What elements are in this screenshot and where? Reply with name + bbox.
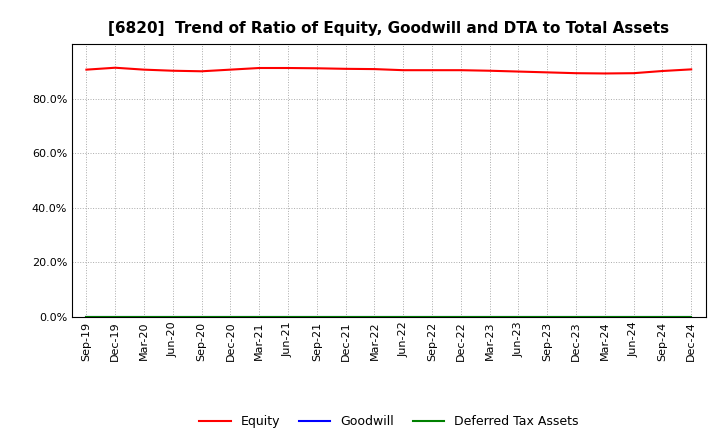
Equity bbox=[111, 65, 120, 70]
Equity bbox=[255, 66, 264, 71]
Goodwill bbox=[399, 314, 408, 319]
Equity bbox=[514, 69, 523, 74]
Equity bbox=[399, 68, 408, 73]
Equity bbox=[312, 66, 321, 71]
Goodwill bbox=[514, 314, 523, 319]
Equity bbox=[140, 67, 148, 72]
Goodwill bbox=[341, 314, 350, 319]
Deferred Tax Assets bbox=[658, 314, 667, 319]
Deferred Tax Assets bbox=[140, 314, 148, 319]
Goodwill bbox=[370, 314, 379, 319]
Goodwill bbox=[456, 314, 465, 319]
Deferred Tax Assets bbox=[572, 314, 580, 319]
Equity bbox=[629, 70, 638, 76]
Equity bbox=[168, 68, 177, 73]
Deferred Tax Assets bbox=[514, 314, 523, 319]
Deferred Tax Assets bbox=[629, 314, 638, 319]
Deferred Tax Assets bbox=[111, 314, 120, 319]
Deferred Tax Assets bbox=[168, 314, 177, 319]
Equity bbox=[226, 67, 235, 72]
Equity bbox=[456, 68, 465, 73]
Goodwill bbox=[485, 314, 494, 319]
Deferred Tax Assets bbox=[197, 314, 206, 319]
Deferred Tax Assets bbox=[485, 314, 494, 319]
Goodwill bbox=[428, 314, 436, 319]
Goodwill bbox=[572, 314, 580, 319]
Line: Equity: Equity bbox=[86, 68, 691, 73]
Goodwill bbox=[284, 314, 292, 319]
Equity bbox=[197, 69, 206, 74]
Deferred Tax Assets bbox=[312, 314, 321, 319]
Goodwill bbox=[111, 314, 120, 319]
Deferred Tax Assets bbox=[428, 314, 436, 319]
Goodwill bbox=[168, 314, 177, 319]
Goodwill bbox=[255, 314, 264, 319]
Deferred Tax Assets bbox=[341, 314, 350, 319]
Deferred Tax Assets bbox=[255, 314, 264, 319]
Legend: Equity, Goodwill, Deferred Tax Assets: Equity, Goodwill, Deferred Tax Assets bbox=[194, 411, 583, 433]
Goodwill bbox=[658, 314, 667, 319]
Goodwill bbox=[140, 314, 148, 319]
Goodwill bbox=[543, 314, 552, 319]
Goodwill bbox=[226, 314, 235, 319]
Deferred Tax Assets bbox=[600, 314, 609, 319]
Deferred Tax Assets bbox=[456, 314, 465, 319]
Title: [6820]  Trend of Ratio of Equity, Goodwill and DTA to Total Assets: [6820] Trend of Ratio of Equity, Goodwil… bbox=[108, 21, 670, 36]
Deferred Tax Assets bbox=[82, 314, 91, 319]
Deferred Tax Assets bbox=[399, 314, 408, 319]
Goodwill bbox=[82, 314, 91, 319]
Goodwill bbox=[629, 314, 638, 319]
Deferred Tax Assets bbox=[687, 314, 696, 319]
Deferred Tax Assets bbox=[226, 314, 235, 319]
Equity bbox=[284, 66, 292, 71]
Equity bbox=[370, 66, 379, 72]
Goodwill bbox=[312, 314, 321, 319]
Equity bbox=[572, 70, 580, 76]
Goodwill bbox=[197, 314, 206, 319]
Equity bbox=[600, 71, 609, 76]
Equity bbox=[341, 66, 350, 71]
Goodwill bbox=[687, 314, 696, 319]
Equity bbox=[687, 67, 696, 72]
Deferred Tax Assets bbox=[284, 314, 292, 319]
Deferred Tax Assets bbox=[543, 314, 552, 319]
Equity bbox=[82, 67, 91, 72]
Equity bbox=[543, 70, 552, 75]
Equity bbox=[485, 68, 494, 73]
Deferred Tax Assets bbox=[370, 314, 379, 319]
Equity bbox=[658, 68, 667, 73]
Equity bbox=[428, 68, 436, 73]
Goodwill bbox=[600, 314, 609, 319]
